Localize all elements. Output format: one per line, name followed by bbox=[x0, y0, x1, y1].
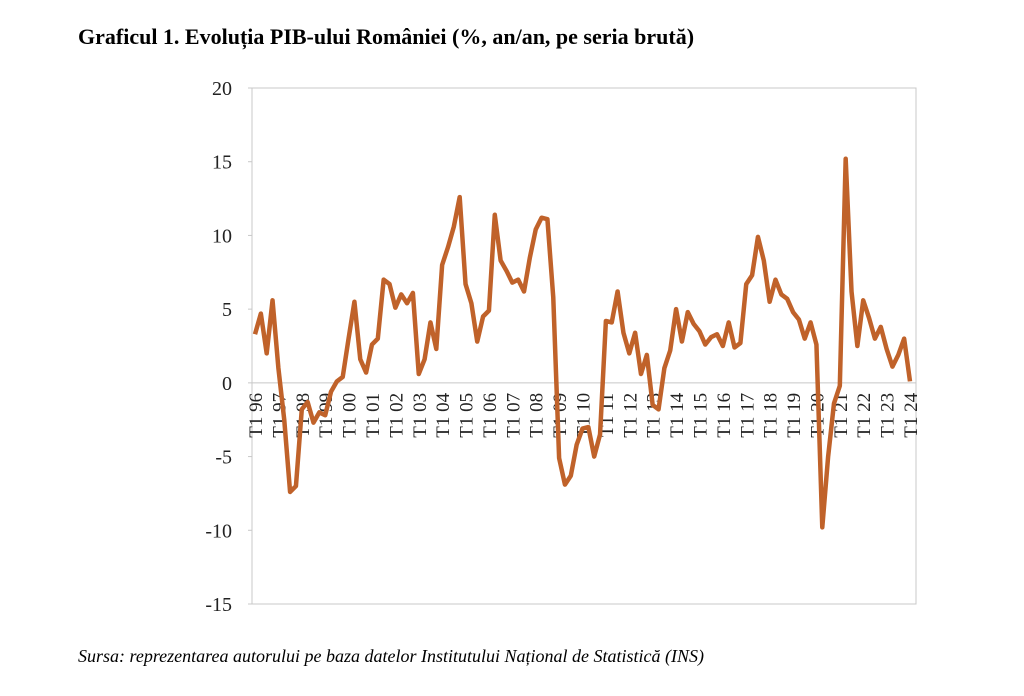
y-tick-label: 15 bbox=[212, 152, 232, 174]
x-tick-label: T1 18 bbox=[761, 393, 782, 438]
plot-frame bbox=[251, 87, 917, 605]
x-tick-label: T1 00 bbox=[340, 393, 361, 438]
x-tick-label: T1 03 bbox=[410, 393, 431, 438]
x-tick-label: T1 02 bbox=[386, 393, 407, 438]
data-line bbox=[252, 156, 913, 530]
x-tick-label: T1 05 bbox=[457, 393, 478, 438]
y-tick-label: -10 bbox=[205, 520, 232, 542]
y-tick-label: 10 bbox=[212, 225, 232, 247]
x-tick-label: T1 15 bbox=[690, 393, 711, 438]
y-tick-label: 20 bbox=[212, 78, 232, 100]
y-tick-label: 0 bbox=[222, 373, 232, 395]
x-tick-label: T1 96 bbox=[246, 393, 267, 438]
x-tick-label: T1 19 bbox=[784, 393, 805, 438]
x-tick-label: T1 16 bbox=[714, 393, 735, 438]
x-tick-label: T1 09 bbox=[550, 393, 571, 438]
x-tick-label: T1 14 bbox=[667, 392, 688, 437]
x-tick-label: T1 08 bbox=[527, 393, 548, 438]
x-tick-label: T1 06 bbox=[480, 393, 501, 438]
x-tick-label: T1 07 bbox=[503, 393, 524, 438]
x-tick-label: T1 12 bbox=[620, 393, 641, 438]
y-tick-label: 5 bbox=[222, 299, 232, 321]
x-tick-label: T1 22 bbox=[854, 393, 875, 438]
x-tick-label: T1 04 bbox=[433, 392, 454, 437]
x-tick-label: T1 01 bbox=[363, 393, 384, 438]
source-note: Sursa: reprezentarea autorului pe baza d… bbox=[78, 646, 704, 667]
y-tick-label: -5 bbox=[215, 447, 232, 469]
x-tick-label: T1 23 bbox=[878, 393, 899, 438]
x-tick-label: T1 24 bbox=[901, 392, 922, 437]
y-tick-label: -15 bbox=[205, 594, 232, 616]
chart-title: Graficul 1. Evoluția PIB-ului României (… bbox=[78, 24, 694, 50]
x-tick-label: T1 17 bbox=[737, 393, 758, 438]
